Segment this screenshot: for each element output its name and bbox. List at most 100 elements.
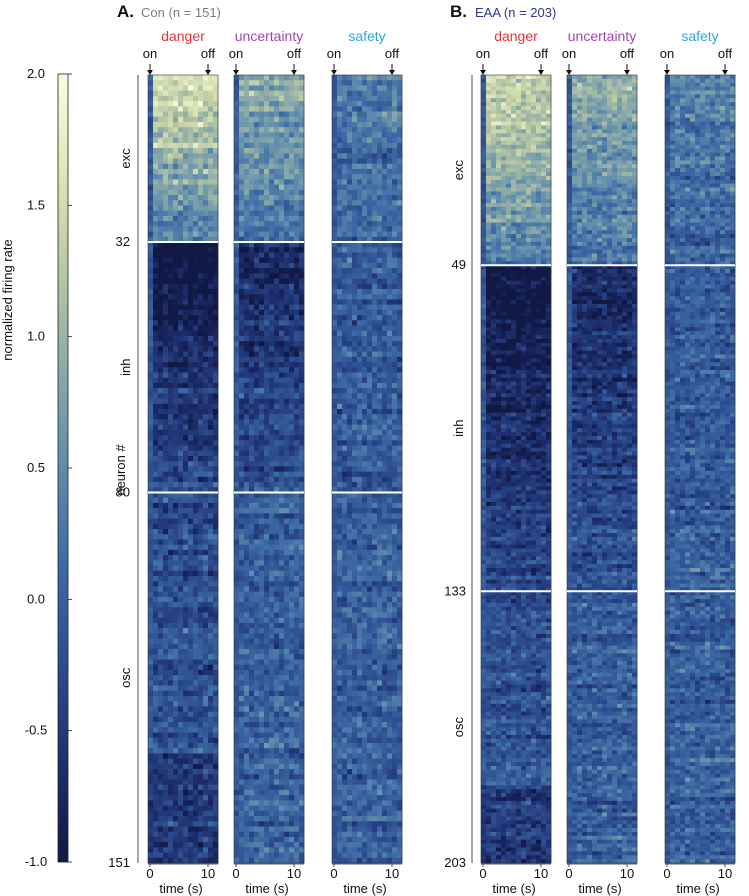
heatmap-cell: [279, 382, 285, 389]
heatmap-cell: [254, 174, 260, 180]
heatmap-cell: [183, 85, 189, 92]
heatmap-cell: [294, 356, 300, 363]
heatmap-cell: [274, 262, 280, 269]
heatmap-cell: [198, 502, 204, 509]
heatmap-cell: [178, 716, 184, 723]
heatmap-cell: [173, 810, 179, 817]
heatmap-cell: [342, 268, 348, 274]
heatmap-cell: [377, 315, 383, 321]
heatmap-cell: [183, 111, 189, 118]
heatmap-cell: [193, 184, 199, 191]
heatmap-cell: [168, 607, 174, 613]
heatmap-cell: [299, 675, 305, 681]
heatmap-cell: [377, 80, 383, 86]
heatmap-cell: [234, 795, 240, 801]
heatmap-cell: [208, 805, 214, 812]
heatmap-cell: [264, 800, 270, 806]
heatmap-cell: [372, 200, 378, 206]
heatmap-cell: [294, 294, 300, 300]
heatmap-cell: [279, 789, 285, 796]
heatmap-cell: [208, 362, 214, 368]
heatmap-cell: [158, 351, 164, 358]
heatmap-cell: [163, 95, 169, 102]
heatmap-cell: [264, 675, 270, 681]
heatmap-cell: [264, 278, 270, 285]
heatmap-cell: [342, 163, 348, 170]
heatmap-cell: [234, 168, 240, 175]
heatmap-cell: [148, 795, 154, 801]
heatmap-cell: [299, 262, 305, 269]
heatmap-cell: [148, 482, 154, 488]
heatmap-cell: [284, 513, 290, 519]
heatmap-cell: [148, 195, 154, 201]
heatmap-cell: [239, 654, 245, 660]
heatmap-cell: [178, 226, 184, 232]
heatmap-cell: [163, 148, 169, 154]
heatmap-cell: [188, 518, 194, 525]
heatmap-cell: [188, 742, 194, 749]
heatmap-cell: [279, 664, 285, 671]
heatmap-cell: [284, 643, 290, 650]
heatmap-cell: [397, 174, 403, 180]
heatmap-cell: [208, 330, 214, 337]
heatmap-cell: [264, 487, 270, 493]
heatmap-cell: [208, 575, 214, 582]
heatmap-cell: [284, 450, 290, 457]
heatmap-cell: [244, 247, 250, 253]
heatmap-cell: [208, 236, 214, 243]
heatmap-cell: [269, 784, 275, 791]
heatmap-cell: [234, 153, 240, 159]
heatmap-cell: [163, 262, 169, 269]
heatmap-cell: [193, 821, 199, 827]
heatmap-cell: [294, 174, 300, 180]
heatmap-cell: [294, 633, 300, 639]
heatmap-cell: [284, 252, 290, 258]
heatmap-cell: [259, 168, 265, 175]
heatmap-cell: [163, 711, 169, 718]
heatmap-cell: [203, 701, 209, 707]
heatmap-cell: [239, 315, 245, 321]
heatmap-cell: [178, 612, 184, 619]
heatmap-cell: [362, 241, 368, 248]
heatmap-cell: [158, 711, 164, 718]
heatmap-cell: [213, 800, 219, 806]
heatmap-cell: [274, 669, 280, 676]
heatmap-cell: [382, 75, 388, 81]
heatmap-cell: [153, 852, 159, 859]
heatmap-cell: [198, 492, 204, 499]
heatmap-cell: [279, 200, 285, 206]
heatmap-cell: [377, 142, 383, 149]
heatmap-cell: [203, 116, 209, 123]
heatmap-cell: [158, 174, 164, 180]
heatmap-cell: [234, 737, 240, 744]
heatmap-cell: [173, 680, 179, 686]
heatmap-cell: [148, 596, 154, 603]
heatmap-cell: [193, 148, 199, 154]
heatmap-cell: [178, 596, 184, 603]
heatmap-cell: [158, 852, 164, 859]
heatmap-cell: [244, 643, 250, 650]
heatmap-cell: [203, 304, 209, 311]
heatmap-cell: [294, 487, 300, 493]
heatmap-cell: [254, 591, 260, 598]
heatmap-cell: [289, 581, 295, 587]
heatmap-cell: [173, 75, 179, 81]
heatmap-cell: [208, 607, 214, 613]
heatmap-cell: [163, 602, 169, 608]
heatmap-cell: [168, 90, 174, 97]
heatmap-cell: [178, 80, 184, 86]
heatmap-cell: [259, 189, 265, 196]
heatmap-cell: [234, 111, 240, 118]
heatmap-cell: [254, 570, 260, 577]
heatmap-cell: [173, 367, 179, 373]
heatmap-cell: [299, 711, 305, 718]
heatmap-cell: [372, 116, 378, 123]
heatmap-cell: [203, 111, 209, 118]
heatmap-cell: [279, 393, 285, 399]
heatmap-cell: [234, 617, 240, 624]
heatmap-cell: [279, 309, 285, 316]
heatmap-cell: [158, 654, 164, 660]
heatmap-cell: [294, 612, 300, 619]
heatmap-cell: [259, 148, 265, 154]
heatmap-cell: [183, 680, 189, 686]
